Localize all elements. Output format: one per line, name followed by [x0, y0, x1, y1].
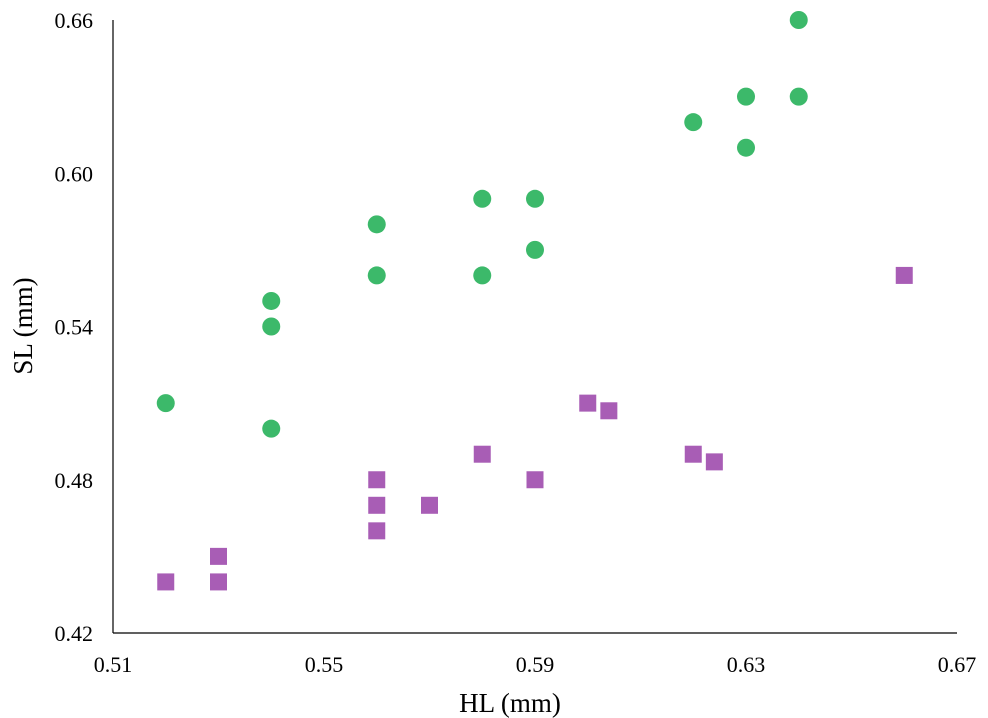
y-axis-title: SL (mm) [8, 277, 38, 374]
data-point-circle [262, 419, 281, 438]
data-point-circle [262, 317, 281, 336]
y-tick-label: 0.42 [55, 621, 94, 646]
data-point-circle [737, 87, 755, 106]
data-point-square [600, 402, 618, 420]
x-tick-label: 0.51 [94, 652, 133, 677]
data-point-square [157, 573, 175, 591]
data-point-circle [367, 215, 386, 234]
data-point-square [705, 453, 723, 471]
y-tick-label: 0.66 [55, 8, 94, 33]
data-point-square [210, 573, 227, 591]
data-point-circle [789, 87, 808, 106]
data-point-circle [262, 291, 281, 310]
data-point-circle [367, 266, 386, 285]
data-point-circle [789, 11, 808, 29]
data-point-square [368, 522, 386, 540]
data-point-square [473, 445, 491, 463]
y-tick-label: 0.48 [55, 468, 94, 493]
x-tick-labels: 0.51 0.55 0.59 0.63 0.67 [94, 652, 977, 677]
y-tick-labels: 0.42 0.48 0.54 0.60 0.66 [55, 8, 94, 646]
data-point-square [368, 496, 386, 514]
x-tick-label: 0.55 [305, 652, 344, 677]
data-point-square [368, 471, 386, 489]
data-point-circle [526, 189, 544, 208]
data-point-square [421, 496, 438, 514]
y-tick-label: 0.60 [55, 161, 94, 186]
data-point-circle [737, 138, 755, 157]
y-tick-label: 0.54 [55, 315, 94, 340]
data-point-square [895, 266, 913, 284]
data-point-circle [526, 240, 544, 259]
data-point-square [526, 471, 544, 489]
x-tick-label: 0.67 [938, 652, 977, 677]
x-tick-label: 0.63 [727, 652, 766, 677]
data-point-circle [684, 113, 703, 132]
data-markers [156, 11, 913, 591]
data-point-circle [473, 266, 492, 285]
data-point-square [684, 445, 702, 463]
data-point-square [579, 394, 597, 412]
x-tick-label: 0.59 [516, 652, 555, 677]
data-point-square [210, 547, 227, 565]
x-axis-title: HL (mm) [459, 688, 561, 718]
data-point-circle [473, 189, 492, 208]
data-point-circle [156, 394, 175, 413]
